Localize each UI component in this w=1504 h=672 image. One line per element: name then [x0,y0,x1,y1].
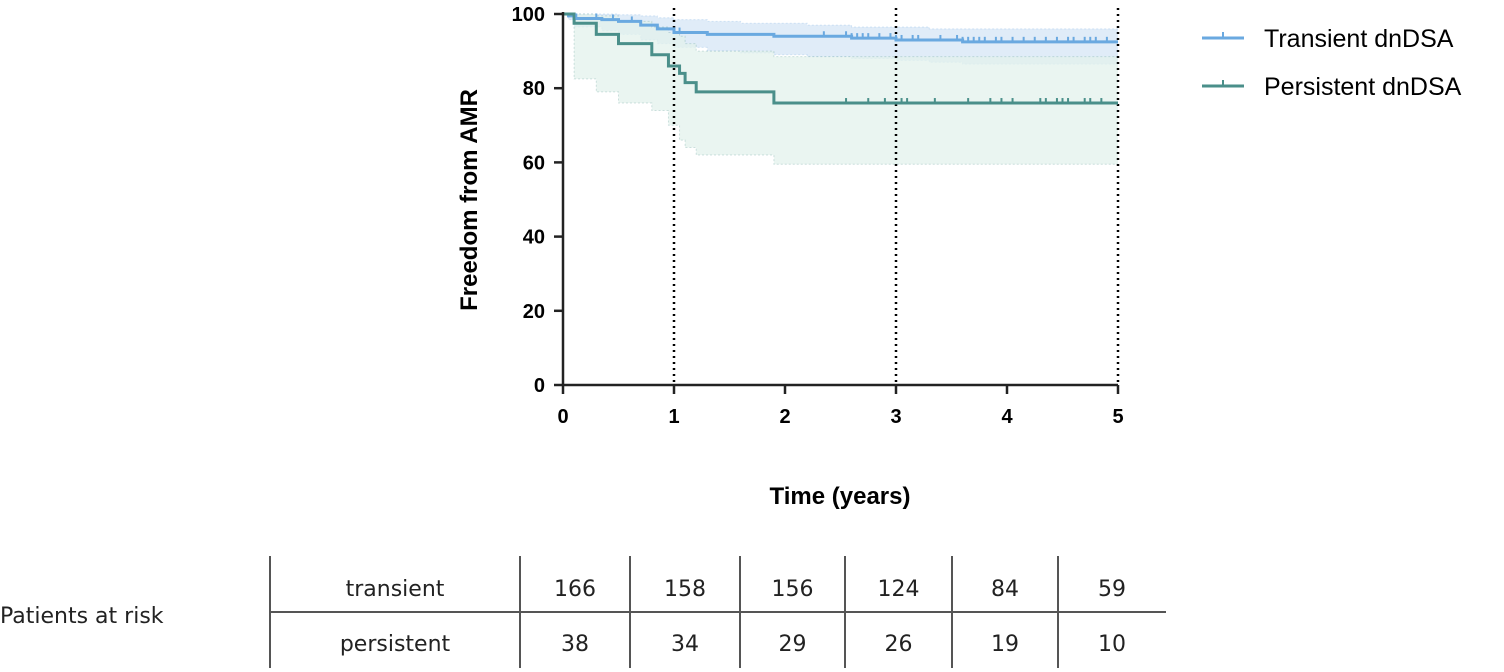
ci-band-transient [563,14,1118,65]
ci-lower-persistent [563,13,1118,165]
risk-cell: 84 [991,577,1019,602]
axes [554,12,1120,394]
survival-curves [563,12,1118,105]
risk-cell: 166 [554,577,596,602]
risk-cell: 38 [561,632,589,657]
y-axis-title: Freedom from AMR [456,89,483,311]
risk-cell: 29 [779,632,807,657]
legend-label-transient: Transient dnDSA [1264,25,1454,53]
legend: Transient dnDSA Persistent dnDSA [1202,25,1462,101]
risk-cell: 156 [772,577,814,602]
x-tick-label: 1 [668,406,679,428]
ci-upper-transient [563,13,1118,30]
risk-cell: 158 [664,577,706,602]
risk-cell: 26 [885,632,913,657]
y-tick-label: 60 [523,152,545,174]
y-tick-label: 40 [523,227,545,249]
x-tick-label: 0 [557,406,568,428]
x-tick-label: 4 [1001,406,1013,428]
tick-labels: 0 20 40 60 80 100 0 1 2 3 4 5 [512,4,1124,428]
risk-table: Patients at risk transient 166 158 156 124 84 5… [0,556,1166,668]
risk-row-label-persistent: persistent [340,632,451,657]
survival-line-transient [563,12,1118,44]
ci-band-persistent [563,14,1118,165]
risk-row-label-transient: transient [346,577,445,602]
x-axis-title: Time (years) [770,483,911,510]
x-tick-label: 5 [1112,406,1123,428]
risk-cell: 10 [1098,632,1126,657]
legend-label-persistent: Persistent dnDSA [1264,73,1462,101]
risk-table-title: Patients at risk [0,604,164,629]
x-tick-label: 3 [890,406,901,428]
survival-line-persistent [563,12,1118,105]
risk-cell: 19 [991,632,1019,657]
y-tick-label: 20 [523,301,545,323]
risk-cell: 34 [671,632,699,657]
x-tick-label: 2 [779,406,790,428]
confidence-bands [563,13,1118,165]
y-tick-label: 80 [523,78,545,100]
y-tick-label: 0 [534,375,545,397]
y-tick-label: 100 [512,4,545,26]
risk-cell: 124 [878,577,920,602]
censor-marks [575,13,1108,105]
risk-cell: 59 [1098,577,1126,602]
